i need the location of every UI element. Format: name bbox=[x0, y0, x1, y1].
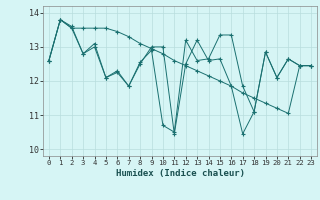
X-axis label: Humidex (Indice chaleur): Humidex (Indice chaleur) bbox=[116, 169, 244, 178]
